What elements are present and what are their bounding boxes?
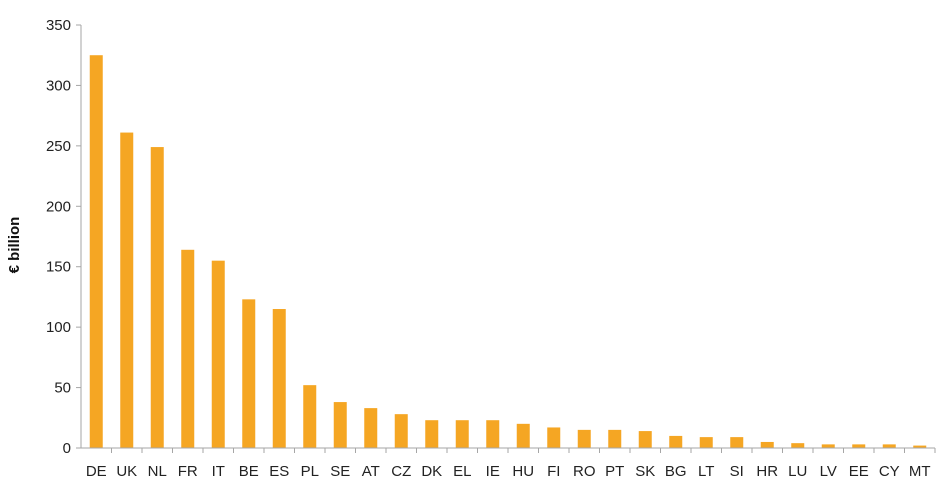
x-tick-label: ES bbox=[269, 463, 289, 480]
x-tick-label: SK bbox=[635, 463, 655, 480]
y-tick-label: 50 bbox=[54, 380, 71, 397]
x-axis: DE UK NL FR IT BE ES PL SE AT CZ DK EL IE HU FI RO PT SK BG… bbox=[81, 447, 936, 480]
bar-sk bbox=[638, 431, 652, 448]
x-tick-label: SI bbox=[730, 463, 744, 480]
y-tick-label: 300 bbox=[46, 77, 71, 94]
bar-hr bbox=[760, 441, 774, 448]
x-tick-label: FR bbox=[178, 463, 198, 480]
x-tick-label: LV bbox=[820, 463, 837, 480]
x-tick-label: RO bbox=[573, 463, 596, 480]
y-axis-label: € billion bbox=[6, 217, 23, 274]
x-tick-label: AT bbox=[362, 463, 380, 480]
x-tick-label: EE bbox=[849, 463, 869, 480]
x-tick-label: IE bbox=[486, 463, 500, 480]
x-tick-label: EL bbox=[453, 463, 471, 480]
y-tick-label: 200 bbox=[46, 198, 71, 215]
x-tick-label: SE bbox=[330, 463, 350, 480]
x-tick-label: UK bbox=[116, 463, 137, 480]
bar-si bbox=[730, 437, 744, 448]
bar-es bbox=[272, 309, 286, 448]
bar-se bbox=[333, 402, 347, 448]
bar-lv bbox=[821, 444, 835, 448]
y-tick-label: 150 bbox=[46, 259, 71, 276]
bar-at bbox=[364, 408, 378, 448]
y-tick-label: 0 bbox=[63, 440, 71, 457]
x-tick-label: LU bbox=[788, 463, 807, 480]
x-tick-label: LT bbox=[698, 463, 714, 480]
x-tick-label: BE bbox=[239, 463, 259, 480]
bar-lt bbox=[699, 437, 713, 448]
x-tick-label: DE bbox=[86, 463, 107, 480]
y-tick-label: 350 bbox=[46, 17, 71, 34]
bar-hu bbox=[516, 423, 530, 448]
x-tick-label: NL bbox=[148, 463, 167, 480]
bar-pl bbox=[303, 385, 317, 448]
bar-mt bbox=[913, 445, 927, 448]
bar-be bbox=[242, 299, 256, 448]
bar-cz bbox=[394, 414, 408, 448]
x-tick-label: HR bbox=[756, 463, 778, 480]
x-tick-label: BG bbox=[665, 463, 687, 480]
x-tick-label: DK bbox=[421, 463, 442, 480]
bar-fi bbox=[547, 427, 561, 448]
x-tick-label: PT bbox=[605, 463, 624, 480]
y-axis: 0 50 100 150 200 250 300 350 bbox=[46, 17, 82, 457]
bar-bg bbox=[669, 435, 683, 448]
bar-lu bbox=[791, 443, 805, 448]
bars bbox=[89, 55, 927, 448]
bar-ro bbox=[577, 429, 591, 448]
bar-uk bbox=[120, 132, 134, 448]
bar-cy bbox=[882, 444, 896, 448]
x-tick-label: HU bbox=[512, 463, 534, 480]
bar-ee bbox=[852, 444, 866, 448]
bar-de bbox=[89, 55, 103, 448]
bar-ie bbox=[486, 420, 500, 448]
bar-it bbox=[211, 260, 225, 448]
bar-fr bbox=[181, 249, 195, 448]
y-tick-label: 100 bbox=[46, 319, 71, 336]
bar-el bbox=[455, 420, 469, 448]
y-tick-label: 250 bbox=[46, 138, 71, 155]
x-tick-label: FI bbox=[547, 463, 560, 480]
bar-nl bbox=[150, 147, 164, 448]
x-tick-label: CY bbox=[879, 463, 900, 480]
x-tick-label: CZ bbox=[391, 463, 411, 480]
bar-dk bbox=[425, 420, 439, 448]
x-tick-label: IT bbox=[212, 463, 225, 480]
x-tick-label: PL bbox=[301, 463, 319, 480]
x-tick-label: MT bbox=[909, 463, 931, 480]
bar-pt bbox=[608, 429, 622, 448]
